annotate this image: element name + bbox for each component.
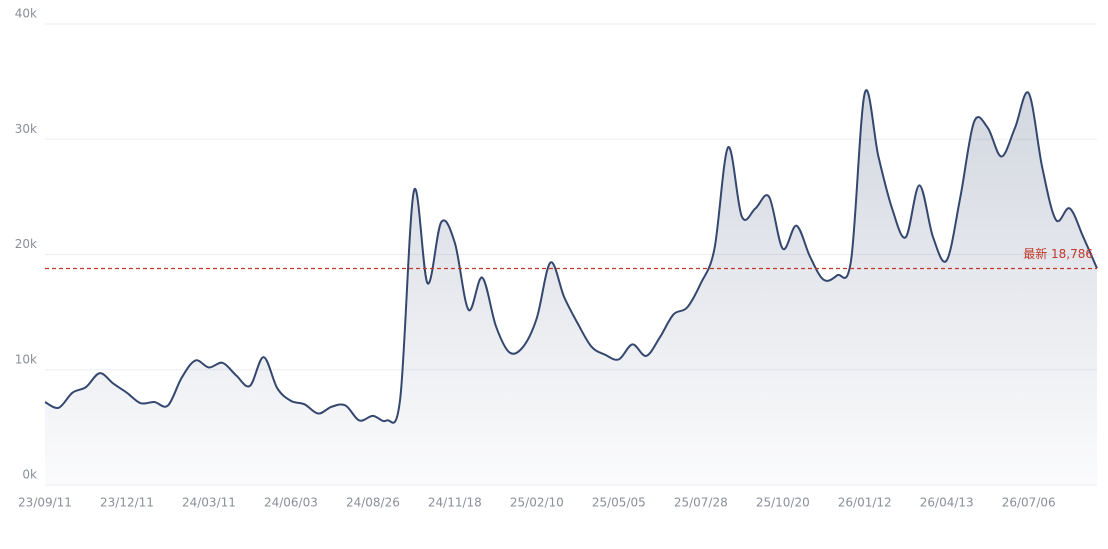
x-tick-label: 23/09/11 <box>18 496 72 510</box>
area-fill <box>45 90 1097 485</box>
x-tick-label: 25/07/28 <box>674 496 728 510</box>
x-tick-label: 23/12/11 <box>100 496 154 510</box>
reference-label: 最新 18,786 <box>1023 246 1093 261</box>
x-tick-label: 24/06/03 <box>264 496 318 510</box>
x-tick-label: 26/01/12 <box>838 496 892 510</box>
x-tick-label: 26/04/13 <box>920 496 974 510</box>
y-tick-label: 30k <box>15 122 37 136</box>
line <box>44 89 1098 424</box>
y-tick-label: 0k <box>22 468 37 482</box>
y-tick-label: 40k <box>15 7 37 21</box>
x-tick-label: 24/03/11 <box>182 496 236 510</box>
x-tick-label: 25/02/10 <box>510 496 564 510</box>
x-tick-label: 25/05/05 <box>592 496 646 510</box>
x-tick-label: 24/11/18 <box>428 496 482 510</box>
x-tick-label: 26/07/06 <box>1002 496 1056 510</box>
y-tick-label: 10k <box>15 352 37 366</box>
y-tick-label: 20k <box>15 237 37 251</box>
x-tick-label: 25/10/20 <box>756 496 810 510</box>
x-tick-label: 24/08/26 <box>346 496 400 510</box>
